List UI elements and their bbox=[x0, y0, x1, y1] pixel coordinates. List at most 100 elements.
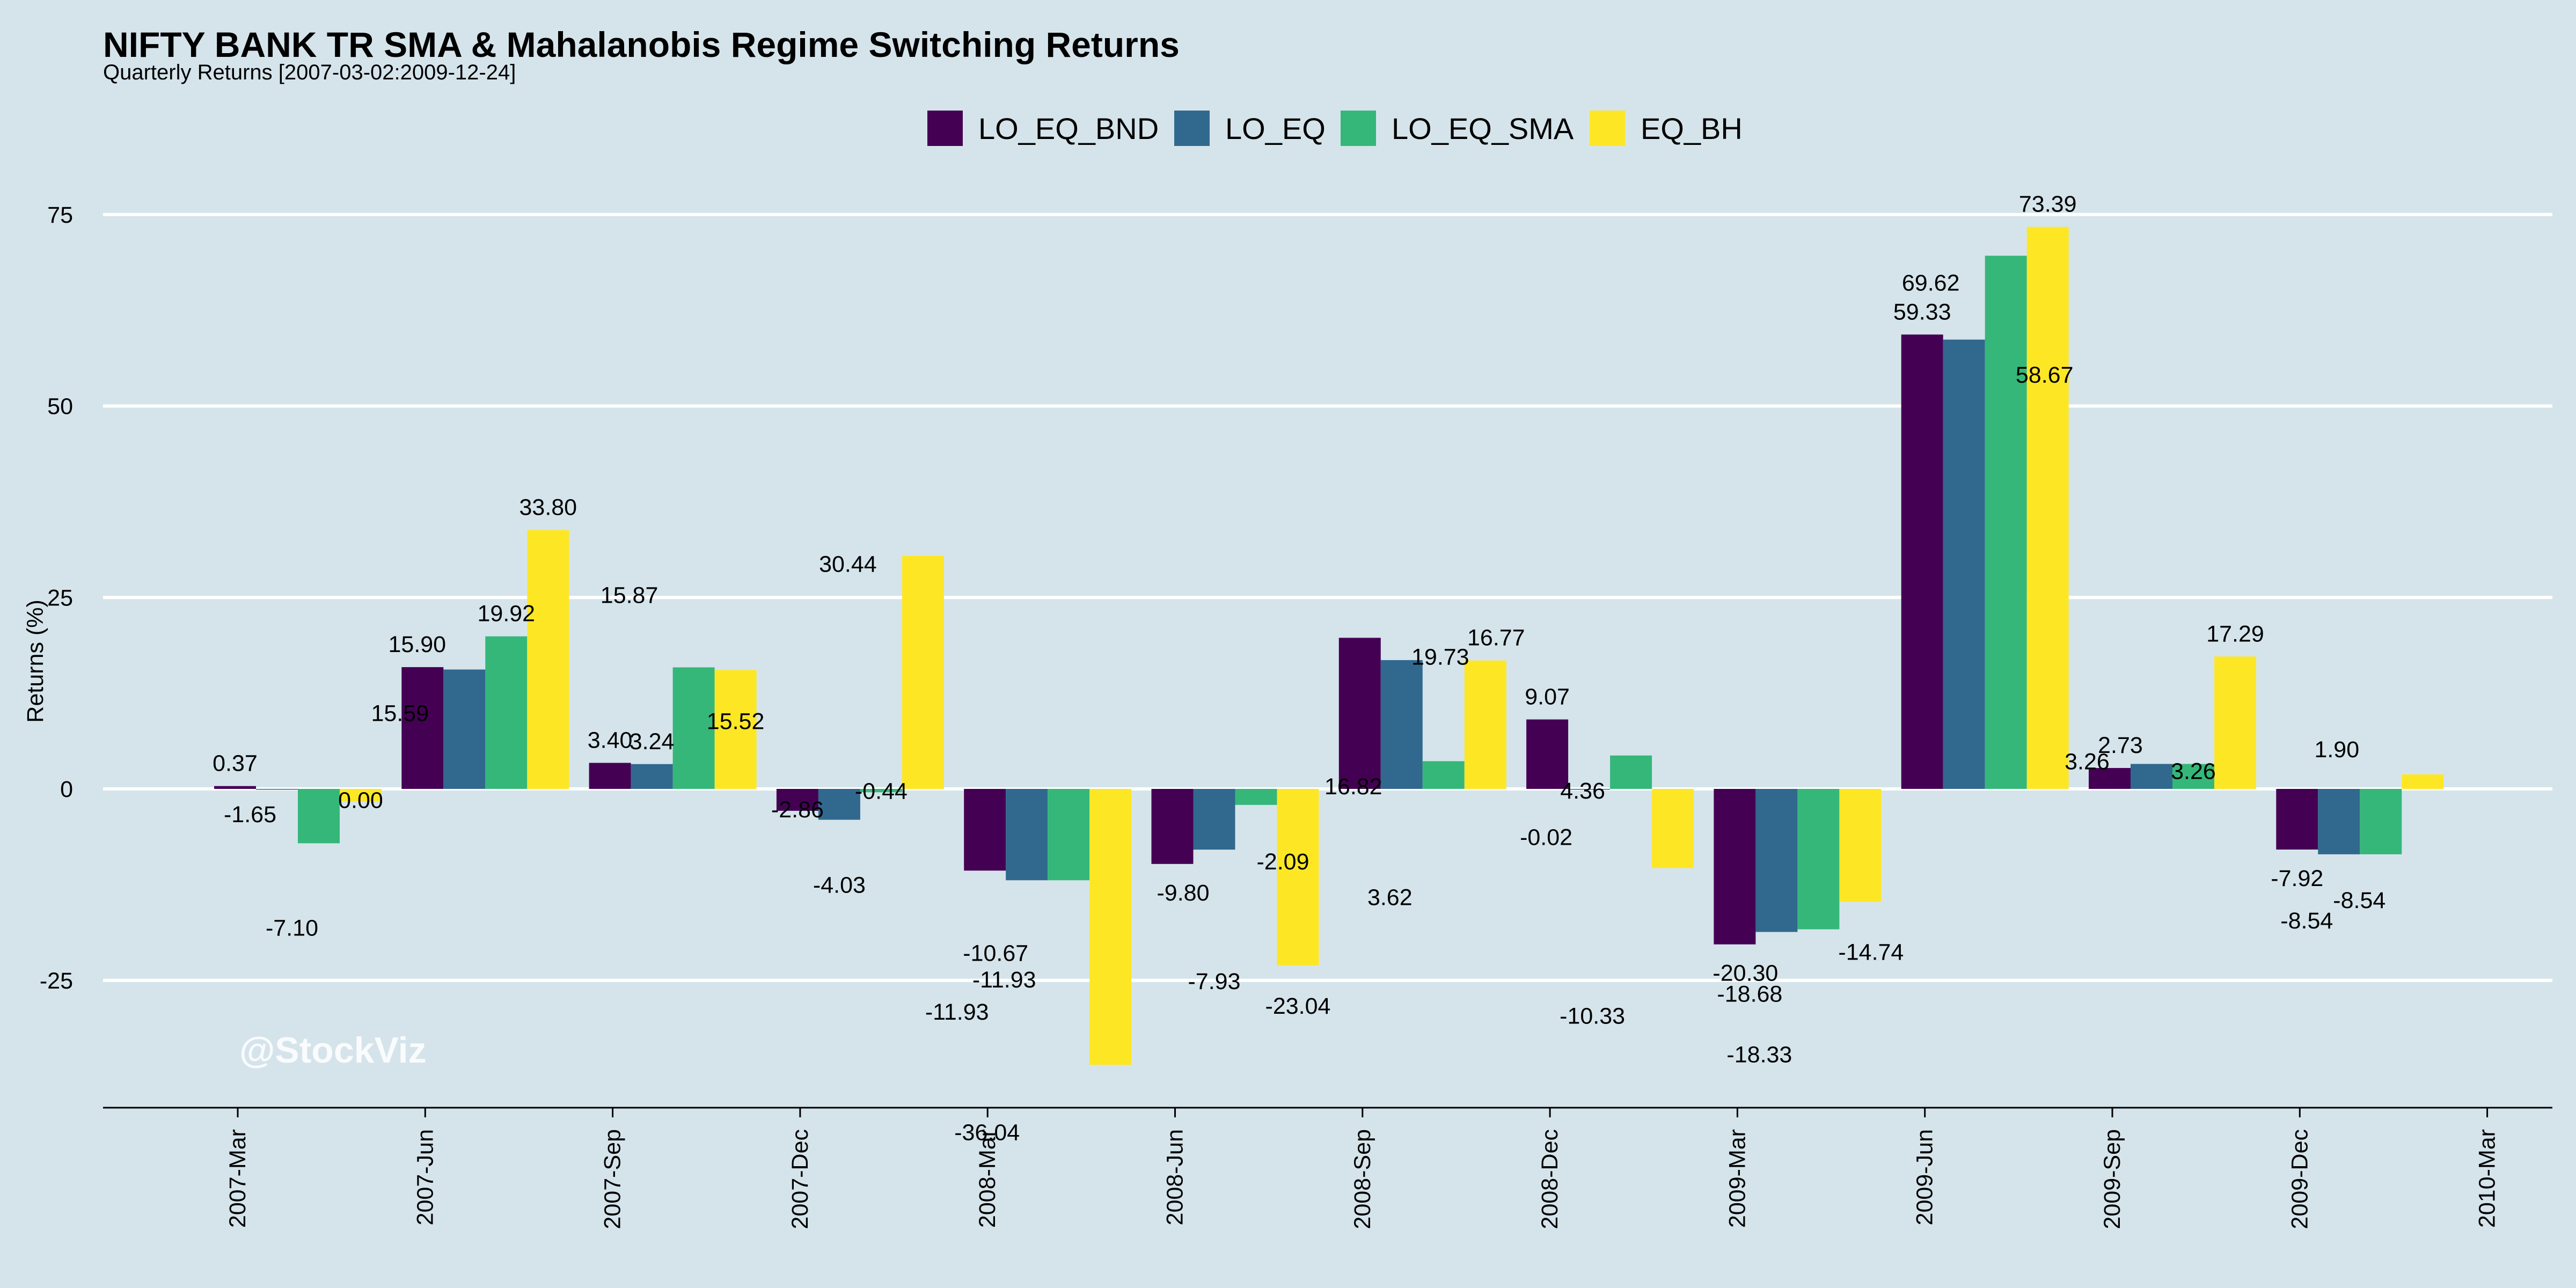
data-label: -11.93 bbox=[972, 967, 1036, 993]
bar bbox=[1901, 334, 1943, 789]
data-label: 73.39 bbox=[2019, 192, 2077, 217]
bar bbox=[964, 789, 1006, 871]
x-tick-label: 2007-Dec bbox=[787, 1129, 813, 1229]
data-labels: 0.37 -1.65 -7.10 0.00 15.90 15.59 19.92 33.80 3.… bbox=[213, 192, 2385, 1146]
data-label: 3.26 bbox=[2171, 758, 2216, 784]
bar bbox=[298, 789, 340, 844]
bar bbox=[340, 789, 382, 802]
data-label: 17.29 bbox=[2206, 621, 2264, 647]
data-label: 30.44 bbox=[819, 552, 877, 577]
bar bbox=[1839, 789, 1882, 902]
bar bbox=[2402, 774, 2444, 789]
bars bbox=[214, 226, 2444, 1065]
bar bbox=[2131, 764, 2172, 789]
bar bbox=[1006, 789, 1048, 881]
bar bbox=[902, 555, 944, 789]
bar bbox=[1048, 789, 1090, 881]
bar bbox=[1943, 339, 1985, 789]
data-label: -10.33 bbox=[1560, 1003, 1625, 1029]
legend-swatch bbox=[1174, 111, 1210, 146]
x-tick-label: 2008-Dec bbox=[1537, 1129, 1563, 1229]
data-label: -7.93 bbox=[1188, 969, 1240, 994]
bar bbox=[2214, 656, 2256, 789]
bar bbox=[1380, 660, 1423, 789]
y-axis: -25 0 25 50 75 bbox=[40, 202, 73, 994]
chart-subtitle: Quarterly Returns [2007-03-02:2009-12-24… bbox=[103, 61, 516, 84]
x-axis: 2007-Mar 2007-Jun 2007-Sep 2007-Dec 2008-Mar… bbox=[103, 1107, 2552, 1230]
data-label: 0.00 bbox=[338, 788, 383, 814]
bar bbox=[631, 764, 673, 789]
chart-title: NIFTY BANK TR SMA & Mahalanobis Regime S… bbox=[103, 25, 1180, 64]
bar bbox=[2360, 789, 2402, 854]
data-label: -10.67 bbox=[963, 940, 1028, 966]
data-label: 3.62 bbox=[1367, 884, 1413, 910]
x-tick-label: 2007-Sep bbox=[600, 1129, 626, 1230]
bar bbox=[1652, 789, 1694, 868]
y-tick-label: 75 bbox=[47, 202, 73, 228]
x-tick-label: 2008-Sep bbox=[1350, 1129, 1375, 1230]
data-label: 15.59 bbox=[371, 701, 429, 727]
x-tick-label: 2010-Mar bbox=[2475, 1129, 2500, 1228]
bar bbox=[443, 669, 486, 789]
data-label: 16.77 bbox=[1467, 625, 1525, 651]
legend-swatch bbox=[1341, 111, 1376, 146]
data-label: -7.92 bbox=[2271, 866, 2323, 891]
legend-swatch bbox=[1590, 111, 1625, 146]
data-label: 9.07 bbox=[1525, 684, 1570, 710]
data-label: -8.54 bbox=[2280, 908, 2333, 934]
data-label: 15.90 bbox=[388, 632, 446, 657]
data-label: -9.80 bbox=[1157, 880, 1209, 906]
bar bbox=[1235, 789, 1277, 805]
watermark: @StockViz bbox=[239, 1030, 427, 1071]
data-label: -23.04 bbox=[1265, 993, 1331, 1019]
x-tick-label: 2007-Mar bbox=[225, 1129, 251, 1228]
bar bbox=[589, 763, 631, 789]
bar bbox=[2089, 768, 2131, 789]
bar bbox=[672, 667, 715, 789]
data-label: -2.86 bbox=[771, 797, 824, 823]
bar bbox=[214, 786, 256, 789]
bar bbox=[485, 636, 528, 789]
bar bbox=[1610, 755, 1652, 789]
bar bbox=[776, 789, 818, 811]
bar bbox=[818, 789, 860, 820]
legend-label: EQ_BH bbox=[1641, 112, 1743, 145]
data-label: -0.02 bbox=[1520, 824, 1572, 850]
legend-label: LO_EQ_SMA bbox=[1392, 112, 1574, 145]
bar bbox=[1985, 255, 2027, 789]
bar bbox=[1797, 789, 1840, 930]
x-tick-label: 2009-Mar bbox=[1724, 1129, 1750, 1228]
bar bbox=[2172, 764, 2214, 789]
bar bbox=[1568, 789, 1611, 790]
bar bbox=[1338, 638, 1381, 789]
bar bbox=[1089, 789, 1132, 1065]
data-label: 19.92 bbox=[477, 601, 535, 627]
data-label: 2.73 bbox=[2098, 733, 2143, 758]
data-label: -7.10 bbox=[266, 915, 318, 941]
x-tick-label: 2008-Jun bbox=[1162, 1129, 1188, 1225]
bar bbox=[1193, 789, 1235, 850]
bar bbox=[714, 670, 757, 789]
x-tick-label: 2009-Dec bbox=[2287, 1129, 2312, 1229]
data-label: -20.30 bbox=[1713, 961, 1778, 986]
data-label: 1.90 bbox=[2314, 737, 2359, 763]
y-axis-label: Returns (%) bbox=[23, 599, 48, 722]
data-label: -1.65 bbox=[224, 802, 276, 828]
bar bbox=[2276, 789, 2318, 850]
x-tick-label: 2009-Sep bbox=[2099, 1129, 2125, 1230]
data-label: -36.04 bbox=[954, 1119, 1020, 1145]
data-label: -18.33 bbox=[1726, 1042, 1792, 1068]
legend-swatch bbox=[927, 111, 963, 146]
x-tick-label: 2007-Jun bbox=[412, 1129, 438, 1225]
legend-label: LO_EQ bbox=[1225, 112, 1326, 145]
bar bbox=[2026, 226, 2069, 789]
bar bbox=[256, 789, 298, 790]
legend: LO_EQ_BND LO_EQ LO_EQ_SMA EQ_BH bbox=[927, 111, 1743, 146]
y-tick-label: -25 bbox=[40, 968, 73, 994]
data-label: 15.87 bbox=[601, 583, 658, 609]
bar bbox=[1151, 789, 1194, 864]
data-label: 19.73 bbox=[1411, 644, 1469, 670]
bar bbox=[401, 667, 444, 789]
bar bbox=[2318, 789, 2360, 854]
